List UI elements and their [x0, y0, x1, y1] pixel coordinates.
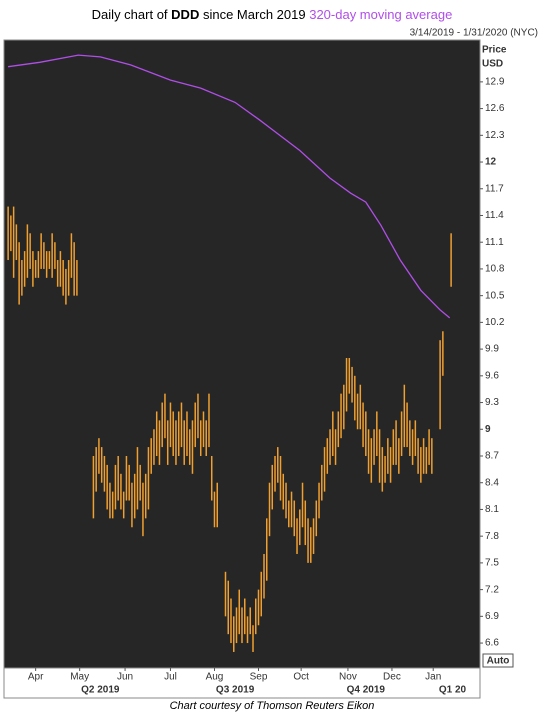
title-ticker: DDD	[171, 7, 199, 22]
scale-mode-button[interactable]	[482, 653, 514, 668]
scale-mode[interactable]: Auto	[487, 656, 510, 667]
y-tick-label: 7.5	[485, 558, 499, 569]
y-tick-label: 10.2	[485, 317, 505, 328]
title-part: Daily chart of	[92, 7, 168, 22]
y-tick-label: 6.9	[485, 611, 499, 622]
quarter-label: Q2 2019	[81, 685, 120, 696]
moving-average-line	[8, 54, 451, 319]
y-tick-label: 8.4	[485, 477, 499, 488]
plot-area	[3, 39, 481, 669]
y-tick-label: 9	[485, 424, 491, 435]
y-tick-label: 11.4	[485, 210, 504, 221]
x-tick-label: Oct	[293, 672, 309, 683]
y-tick-label: 10.8	[485, 264, 505, 275]
x-tick-label: Nov	[339, 672, 357, 683]
quarter-label: Q4 2019	[347, 685, 386, 696]
y-tick-label: 12.9	[485, 77, 505, 88]
y-tick-label: 9.6	[485, 370, 499, 381]
x-tick-label: May	[70, 672, 89, 683]
quarter-label: Q3 2019	[216, 685, 255, 696]
x-tick-label: Jun	[117, 672, 133, 683]
plot: 6.6 6.9 7.2 7.5 7.8 8.1 8.4 8.7 9 9.3 9.6 9.9 10.2 10…	[7, 54, 505, 696]
y-tick-label: 8.7	[485, 451, 499, 462]
axis-label: USD	[482, 59, 503, 70]
y-tick-label: 12	[485, 157, 497, 168]
y-tick-label: 10.5	[485, 290, 505, 301]
title-part: since March 2019	[203, 7, 306, 22]
y-tick-label: 12.6	[485, 103, 505, 114]
axis-label: Price	[482, 45, 507, 56]
quarter-label: Q1 20	[439, 685, 467, 696]
y-tick-label: 7.2	[485, 584, 499, 595]
footer: Chart courtesy of Thomson Reuters Eikon	[170, 700, 375, 712]
y-tick-label: 11.1	[485, 237, 504, 248]
date-range: 3/14/2019 - 1/31/2020 (NYC)	[410, 28, 538, 39]
x-tick-label: Apr	[28, 672, 44, 683]
x-tick-label: Sep	[250, 672, 268, 683]
y-tick-label: 8.1	[485, 504, 499, 515]
chart-title: Daily chart of DDD since March 2019 320-…	[92, 7, 453, 22]
x-tick-label: Jul	[164, 672, 177, 683]
y-tick-label: 6.6	[485, 638, 499, 649]
x-tick-label: Jan	[425, 672, 441, 683]
y-tick-label: 9.9	[485, 344, 499, 355]
y-tick-label: 9.3	[485, 397, 499, 408]
x-axis-area	[3, 667, 481, 699]
y-tick-label: 12.3	[485, 130, 505, 141]
x-tick-label: Aug	[206, 672, 224, 683]
y-tick-label: 7.8	[485, 531, 499, 542]
legend-entry: 320-day moving average	[309, 7, 452, 22]
y-tick-label: 11.7	[485, 183, 504, 194]
x-tick-label: Dec	[383, 672, 401, 683]
